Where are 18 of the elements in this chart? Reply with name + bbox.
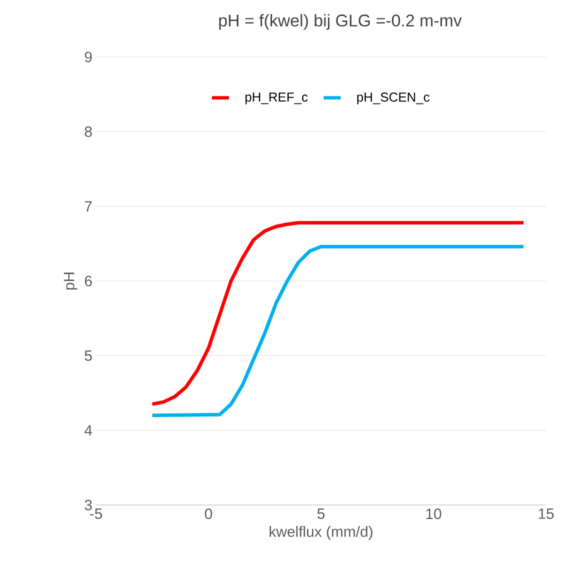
x-tick-label: 0 (204, 508, 212, 520)
x-axis-title: kwelflux (mm/d) (270, 526, 372, 540)
y-tick-label: 6 (84, 276, 92, 286)
y-tick-label: 8 (84, 126, 92, 137)
legend-label: pH_SCEN_c (357, 92, 430, 104)
x-tick-label: 15 (538, 508, 554, 519)
x-tick-label: 5 (317, 508, 325, 519)
legend-label: pH_REF_c (245, 92, 308, 104)
chart-title: pH = f(kwel) bij GLG =-0.2 m-mv (219, 14, 462, 30)
y-tick-label: 9 (84, 52, 92, 62)
x-tick-label: -5 (90, 508, 102, 519)
y-tick-label: 7 (84, 201, 92, 212)
x-tick-label: 10 (426, 508, 442, 520)
y-tick-label: 3 (84, 500, 92, 510)
y-axis-title: pH (64, 272, 78, 290)
line-series (150, 244, 526, 418)
y-tick-label: 4 (84, 425, 92, 436)
y-tick-label: 5 (84, 350, 92, 361)
